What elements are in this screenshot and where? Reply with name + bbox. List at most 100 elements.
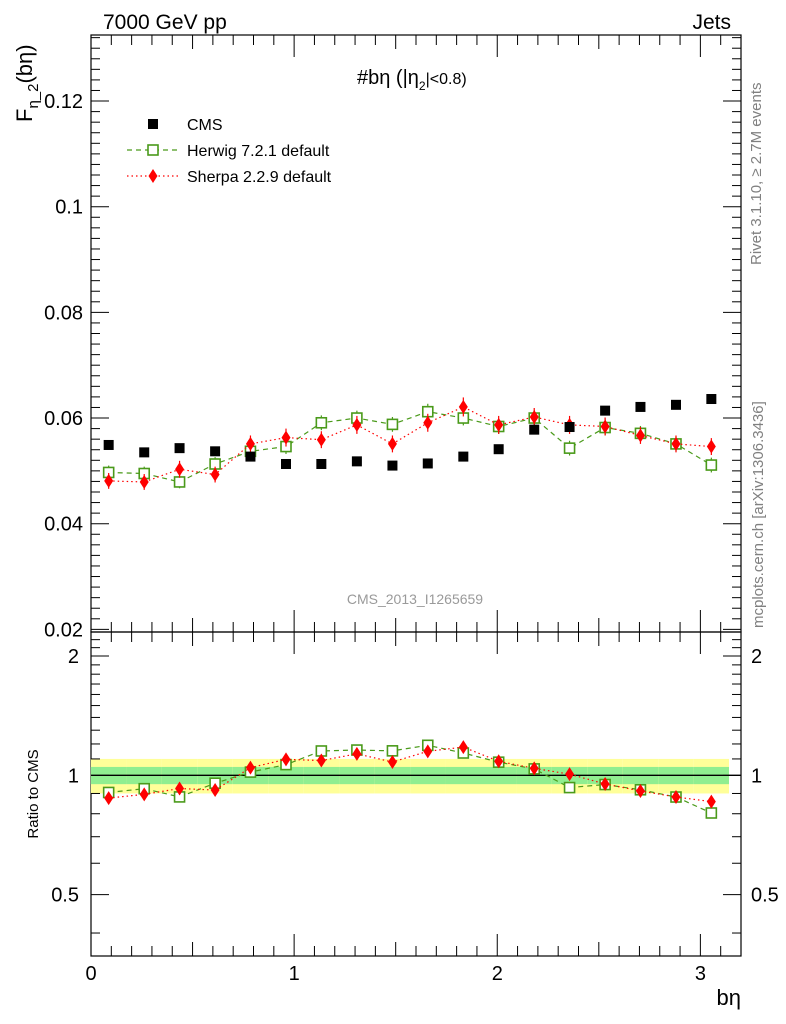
cms-main-point bbox=[529, 424, 540, 435]
main-y-tick-label: 0.1 bbox=[55, 197, 83, 219]
sherpa-main-point bbox=[706, 439, 716, 454]
sherpa-ratio-point bbox=[245, 760, 255, 775]
sherpa-ratio-point bbox=[210, 783, 220, 798]
cms-main-point bbox=[139, 447, 150, 458]
axis-tick-labels: 0.02 0.04 0.06 0.08 0.1 0.12 0 1 2 3 0.5 0.5 1 1 2 2 bbox=[44, 91, 779, 985]
sherpa-main-point bbox=[175, 462, 185, 477]
cms-main-point bbox=[351, 456, 362, 467]
herwig-main-line bbox=[108, 411, 712, 483]
sherpa-ratio-point bbox=[600, 776, 610, 791]
sherpa-main-point bbox=[494, 417, 504, 432]
sherpa-main-point bbox=[671, 436, 681, 451]
plot-title: #bη (|η2|<0.8) bbox=[357, 67, 467, 93]
sherpa-main-point bbox=[316, 432, 326, 447]
ratio-y-tick-label-right: 2 bbox=[751, 646, 762, 668]
main-y-tick-label: 0.08 bbox=[44, 302, 83, 324]
cms-main-point bbox=[600, 405, 611, 416]
rivet-info-label: Rivet 3.1.10, ≥ 2.7M events bbox=[748, 83, 765, 266]
herwig-main-point bbox=[563, 442, 576, 454]
main-series-group bbox=[102, 394, 718, 490]
cms-main-point bbox=[564, 422, 575, 433]
herwig-legend-marker bbox=[147, 144, 159, 156]
x-tick-label: 0 bbox=[85, 963, 96, 985]
x-tick-label: 3 bbox=[695, 963, 706, 985]
herwig-ratio-line bbox=[108, 744, 712, 814]
sherpa-ratio-point bbox=[565, 767, 575, 782]
sherpa-main-point bbox=[387, 436, 397, 451]
x-tick-label: 2 bbox=[492, 963, 503, 985]
cms-main-point bbox=[422, 458, 433, 469]
sherpa-ratio-point bbox=[529, 761, 539, 776]
cms-main-point bbox=[458, 451, 469, 462]
cms-main-point bbox=[316, 458, 327, 469]
sherpa-main-line bbox=[108, 406, 712, 483]
legend: CMS Herwig 7.2.1 default Sherpa 2.2.9 defa… bbox=[127, 117, 332, 186]
herwig-ratio-point bbox=[705, 807, 718, 819]
sherpa-ratio-point bbox=[387, 755, 397, 770]
sherpa-ratio-point bbox=[175, 781, 185, 796]
sherpa-ratio-point bbox=[104, 791, 114, 806]
ratio-y-axis-label: Ratio to CMS bbox=[25, 749, 42, 838]
header-energy: 7000 GeV pp bbox=[103, 11, 227, 34]
ratio-series-group bbox=[102, 739, 718, 819]
mcplots-info-label: mcplots.cern.ch [arXiv:1306.3436] bbox=[750, 401, 767, 628]
sherpa-ratio-point bbox=[281, 752, 291, 767]
main-y-tick-label: 0.02 bbox=[44, 619, 83, 641]
sherpa-main-point bbox=[458, 399, 468, 414]
sherpa-ratio-point bbox=[671, 790, 681, 805]
herwig-ratio-point bbox=[563, 781, 576, 794]
cms-main-point bbox=[245, 451, 256, 462]
cms-main-point bbox=[635, 401, 646, 412]
cms-legend-marker bbox=[148, 119, 158, 129]
cms-main-point bbox=[706, 394, 717, 405]
herwig-main-point bbox=[315, 416, 328, 429]
sherpa-ratio-point bbox=[494, 754, 504, 769]
cms-main-point bbox=[174, 443, 185, 454]
herwig-main-point bbox=[705, 459, 718, 471]
ratio-y-tick-label-right: 1 bbox=[751, 765, 762, 787]
herwig-legend-label: Herwig 7.2.1 default bbox=[187, 143, 330, 160]
sherpa-ratio-point bbox=[316, 753, 326, 768]
sherpa-main-point bbox=[352, 417, 362, 432]
main-y-tick-label: 0.06 bbox=[44, 408, 83, 430]
cms-main-point bbox=[103, 439, 114, 450]
main-y-axis-label: Fη_2(bη) bbox=[12, 44, 42, 122]
herwig-ratio-point bbox=[386, 745, 399, 757]
herwig-main-point bbox=[173, 476, 186, 488]
sherpa-main-point bbox=[104, 473, 114, 488]
ratio-y-tick-label-left: 1 bbox=[68, 765, 79, 787]
cms-main-point bbox=[210, 446, 221, 457]
header-process: Jets bbox=[692, 11, 731, 34]
cms-main-point bbox=[671, 399, 681, 410]
main-y-tick-label: 0.12 bbox=[44, 91, 83, 113]
cms-legend-label: CMS bbox=[187, 117, 223, 134]
sherpa-ratio-point bbox=[423, 744, 433, 759]
ratio-y-tick-label-left: 0.5 bbox=[51, 885, 79, 907]
sherpa-ratio-point bbox=[139, 787, 149, 802]
sherpa-main-point bbox=[423, 415, 433, 430]
sherpa-main-point bbox=[635, 428, 645, 443]
analysis-watermark: CMS_2013_I1265659 bbox=[347, 591, 483, 607]
sherpa-main-point bbox=[139, 474, 149, 489]
x-axis-label: bη bbox=[717, 985, 741, 1010]
axis-ticks bbox=[90, 35, 742, 956]
cms-main-point bbox=[493, 444, 504, 455]
sherpa-main-point bbox=[210, 467, 220, 482]
herwig-main-point bbox=[386, 418, 399, 431]
sherpa-ratio-point bbox=[352, 746, 362, 761]
sherpa-ratio-point bbox=[635, 783, 645, 798]
sherpa-main-point bbox=[245, 436, 255, 451]
ratio-y-tick-label-left: 2 bbox=[68, 646, 79, 668]
sherpa-ratio-line bbox=[108, 746, 712, 803]
sherpa-legend-marker bbox=[148, 169, 158, 183]
cms-main-point bbox=[281, 458, 291, 469]
sherpa-ratio-point bbox=[706, 794, 716, 809]
sherpa-legend-label: Sherpa 2.2.9 default bbox=[187, 169, 332, 186]
main-y-tick-label: 0.04 bbox=[44, 514, 83, 536]
sherpa-main-point bbox=[600, 419, 610, 434]
ratio-y-tick-label-right: 0.5 bbox=[751, 885, 779, 907]
sherpa-ratio-point bbox=[458, 740, 468, 755]
x-tick-label: 1 bbox=[289, 963, 300, 985]
sherpa-main-point bbox=[281, 430, 291, 445]
